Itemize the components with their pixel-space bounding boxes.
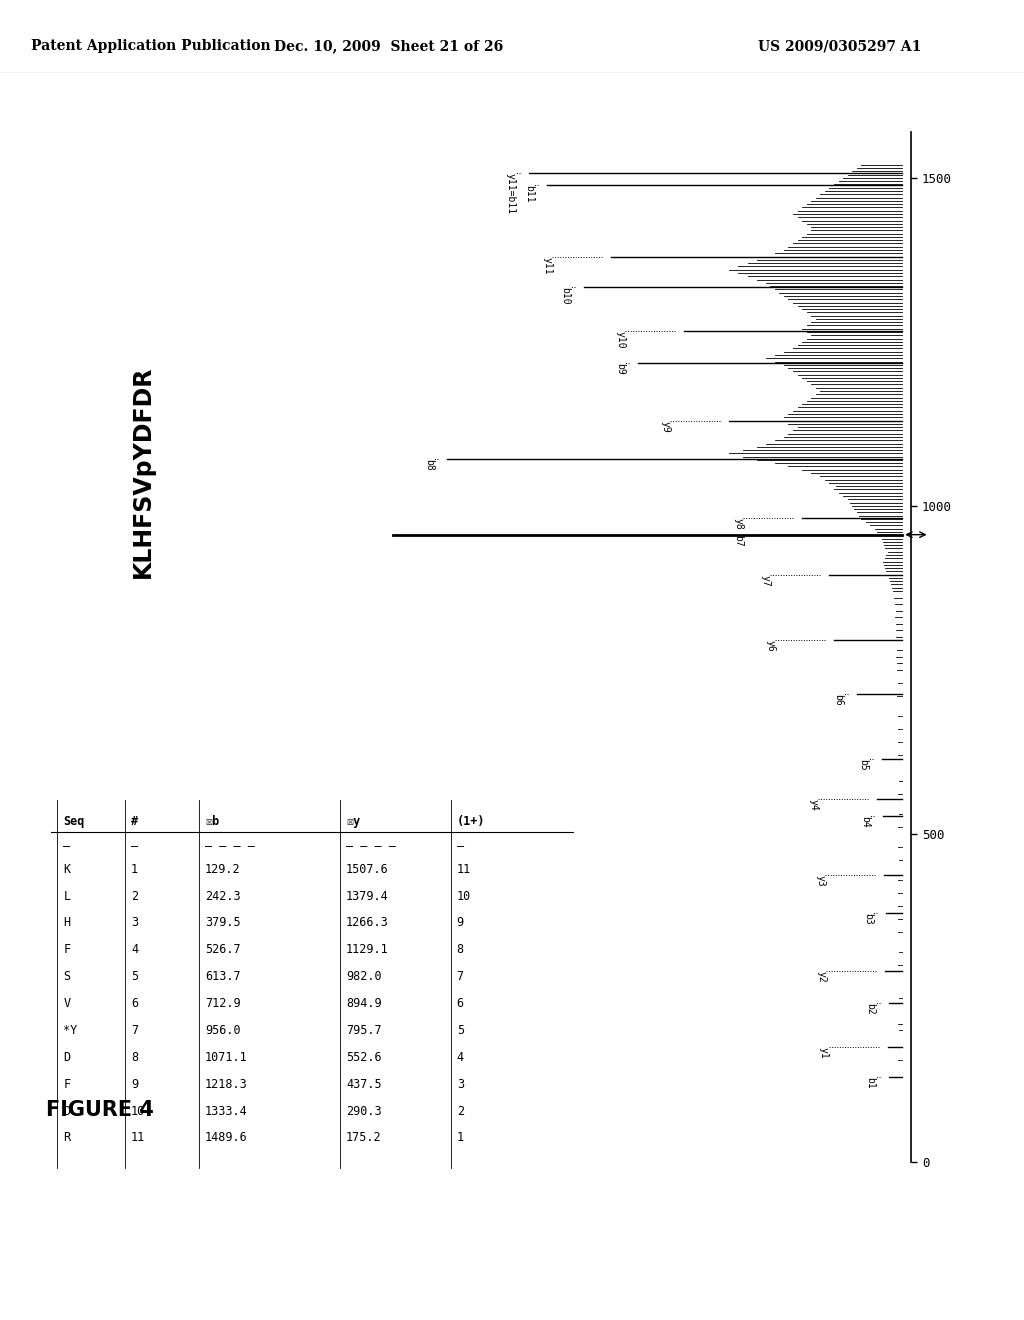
Text: 9: 9 (457, 916, 464, 929)
Text: 7: 7 (457, 970, 464, 983)
Text: 1129.1: 1129.1 (346, 944, 389, 956)
Text: b11: b11 (524, 185, 535, 202)
Text: ☒b: ☒b (205, 814, 219, 828)
Text: 3: 3 (131, 916, 138, 929)
Text: F: F (63, 944, 71, 956)
Text: y3: y3 (815, 875, 825, 887)
Text: 290.3: 290.3 (346, 1105, 382, 1118)
Text: 10: 10 (131, 1105, 145, 1118)
Text: y4: y4 (809, 799, 818, 810)
Text: 4: 4 (131, 944, 138, 956)
Text: 613.7: 613.7 (205, 970, 241, 983)
Text: H: H (63, 916, 71, 929)
Text: 1507.6: 1507.6 (346, 863, 389, 875)
Text: V: V (63, 997, 71, 1010)
Text: 4: 4 (457, 1051, 464, 1064)
Text: 10: 10 (457, 890, 471, 903)
Text: b4: b4 (860, 816, 870, 828)
Text: D: D (63, 1105, 71, 1118)
Text: FIGURE 4: FIGURE 4 (46, 1100, 154, 1121)
Text: –: – (131, 840, 138, 853)
Text: 242.3: 242.3 (205, 890, 241, 903)
Text: – – – –: – – – – (346, 840, 396, 853)
Text: 1489.6: 1489.6 (205, 1131, 248, 1144)
Text: 2: 2 (131, 890, 138, 903)
Text: y7: y7 (761, 574, 771, 586)
Text: US 2009/0305297 A1: US 2009/0305297 A1 (758, 40, 922, 53)
Text: y10: y10 (615, 331, 625, 348)
Text: 379.5: 379.5 (205, 916, 241, 929)
Text: b1: b1 (865, 1077, 876, 1089)
Text: L: L (63, 890, 71, 903)
Text: 795.7: 795.7 (346, 1024, 382, 1038)
Text: b6: b6 (834, 694, 844, 706)
Text: y11: y11 (543, 257, 552, 275)
Text: Dec. 10, 2009  Sheet 21 of 26: Dec. 10, 2009 Sheet 21 of 26 (274, 40, 504, 53)
Text: (1+): (1+) (457, 814, 485, 828)
Text: K: K (63, 863, 71, 875)
Text: y6: y6 (765, 640, 775, 652)
Text: F: F (63, 1077, 71, 1090)
Text: KLHFSVpYDFDR: KLHFSVpYDFDR (131, 366, 156, 578)
Text: 5: 5 (457, 1024, 464, 1038)
Text: y11=b11: y11=b11 (506, 173, 516, 214)
Text: b2: b2 (865, 1003, 876, 1015)
Text: 8: 8 (457, 944, 464, 956)
Text: b8: b8 (424, 459, 434, 471)
Text: b3: b3 (863, 912, 873, 924)
Text: y2: y2 (816, 972, 826, 983)
Text: R: R (63, 1131, 71, 1144)
Text: y8: y8 (733, 517, 743, 529)
Text: y1: y1 (819, 1047, 829, 1059)
Text: D: D (63, 1051, 71, 1064)
Text: 9: 9 (131, 1077, 138, 1090)
Text: 8: 8 (131, 1051, 138, 1064)
Text: –: – (63, 840, 71, 853)
Text: –: – (457, 840, 464, 853)
Text: 1: 1 (131, 863, 138, 875)
Text: b7: b7 (733, 535, 743, 546)
Text: b10: b10 (560, 288, 570, 305)
Text: 11: 11 (131, 1131, 145, 1144)
Text: 5: 5 (131, 970, 138, 983)
Text: – – – –: – – – – (205, 840, 255, 853)
Text: 175.2: 175.2 (346, 1131, 382, 1144)
Text: 6: 6 (457, 997, 464, 1010)
Text: 11: 11 (457, 863, 471, 875)
Text: Patent Application Publication: Patent Application Publication (31, 40, 270, 53)
Text: 1218.3: 1218.3 (205, 1077, 248, 1090)
Text: 982.0: 982.0 (346, 970, 382, 983)
Text: 1379.4: 1379.4 (346, 890, 389, 903)
Text: 1266.3: 1266.3 (346, 916, 389, 929)
Text: 3: 3 (457, 1077, 464, 1090)
Text: ☒y: ☒y (346, 814, 360, 828)
Text: y9: y9 (660, 421, 671, 433)
Text: S: S (63, 970, 71, 983)
Text: 1071.1: 1071.1 (205, 1051, 248, 1064)
Text: 1333.4: 1333.4 (205, 1105, 248, 1118)
Text: 712.9: 712.9 (205, 997, 241, 1010)
Text: 437.5: 437.5 (346, 1077, 382, 1090)
Text: 526.7: 526.7 (205, 944, 241, 956)
Text: 956.0: 956.0 (205, 1024, 241, 1038)
Text: 129.2: 129.2 (205, 863, 241, 875)
Text: b5: b5 (858, 759, 868, 771)
Text: b9: b9 (615, 363, 625, 375)
Text: 2: 2 (457, 1105, 464, 1118)
Text: 7: 7 (131, 1024, 138, 1038)
Text: Seq: Seq (63, 814, 85, 828)
Text: 6: 6 (131, 997, 138, 1010)
Text: 552.6: 552.6 (346, 1051, 382, 1064)
Text: 894.9: 894.9 (346, 997, 382, 1010)
Text: #: # (131, 814, 138, 828)
Text: *Y: *Y (63, 1024, 78, 1038)
Text: 1: 1 (457, 1131, 464, 1144)
